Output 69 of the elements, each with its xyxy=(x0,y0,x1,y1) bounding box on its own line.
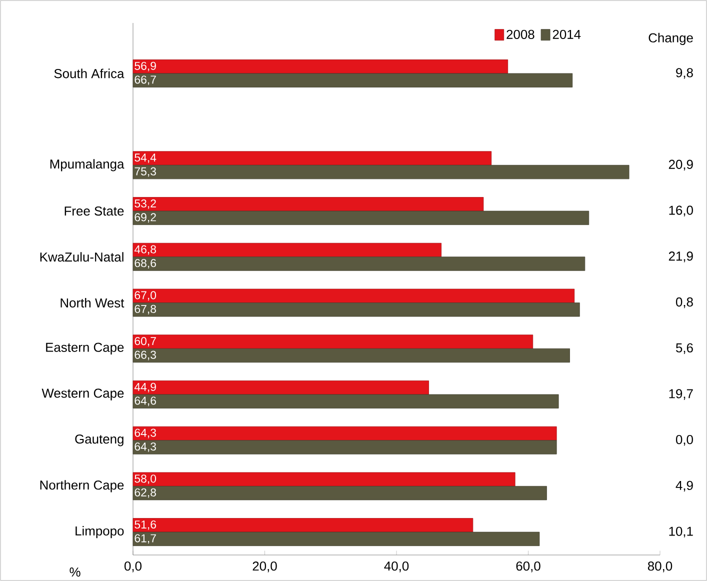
data-label: 61,7 xyxy=(134,534,156,544)
text: 20,9 xyxy=(668,160,693,171)
bar xyxy=(132,532,540,546)
bar xyxy=(132,440,557,454)
y-tick-label: Gauteng xyxy=(75,434,124,446)
annotation: Change xyxy=(648,32,693,45)
y-tick-label: Mpumalanga xyxy=(50,159,124,172)
text: 21,9 xyxy=(668,252,693,262)
x-tick-label: 0,0 xyxy=(124,562,142,572)
bar xyxy=(132,472,516,486)
legend-label: 2014 xyxy=(552,30,581,40)
data-label: 58,0 xyxy=(134,474,156,484)
text: 4,9 xyxy=(676,480,693,492)
data-label: 67,8 xyxy=(134,304,156,314)
x-tick-label: 60,0 xyxy=(516,562,540,572)
y-tick-label: North West xyxy=(60,298,124,308)
bar xyxy=(132,380,429,395)
text: 0,0 xyxy=(676,434,693,446)
x-tick-label: 40,0 xyxy=(384,562,409,572)
data-label: 56,9 xyxy=(134,62,156,72)
data-label: 44,9 xyxy=(134,382,156,392)
text: 0,8 xyxy=(676,297,693,308)
text: 16,0 xyxy=(669,206,693,216)
bar xyxy=(132,518,474,532)
bar xyxy=(132,302,580,317)
data-label: 64,3 xyxy=(134,442,156,452)
bar xyxy=(132,394,559,408)
bar xyxy=(132,164,630,180)
bar xyxy=(132,197,484,212)
data-label: 64,6 xyxy=(134,396,156,406)
bar xyxy=(132,486,547,500)
data-label: 69,2 xyxy=(134,213,156,223)
y-tick-label: Western Cape xyxy=(42,388,124,400)
bar xyxy=(132,210,590,225)
data-label: 66,7 xyxy=(134,76,156,86)
y-tick-label: Eastern Cape xyxy=(46,342,124,354)
y-tick-label: South Africa xyxy=(54,68,124,78)
x-tick-label: 80,0 xyxy=(648,562,672,572)
data-label: 51,6 xyxy=(134,520,156,530)
data-label: 64,3 xyxy=(134,428,156,438)
data-label: 66,3 xyxy=(134,350,156,360)
data-label: 67,0 xyxy=(134,291,156,301)
bar xyxy=(132,426,557,441)
bar xyxy=(132,334,534,349)
bar xyxy=(132,151,492,166)
bar xyxy=(132,288,575,303)
legend-label: 2008 xyxy=(506,30,534,40)
y-tick-label: Northern Cape xyxy=(40,480,124,492)
data-label: 53,2 xyxy=(134,199,156,209)
text: 5,6 xyxy=(676,343,693,354)
data-label: 75,3 xyxy=(134,167,156,177)
text: 19,7 xyxy=(669,389,693,400)
bar xyxy=(132,242,442,258)
y-tick-label: Limpopo xyxy=(76,526,124,538)
text: 10,1 xyxy=(669,526,693,538)
bar xyxy=(132,348,570,363)
data-label: 60,7 xyxy=(134,337,156,346)
data-label: 46,8 xyxy=(134,245,156,255)
x-axis-title: % xyxy=(70,568,80,577)
text: 9,8 xyxy=(676,68,693,79)
data-label: 68,6 xyxy=(134,259,156,269)
bar xyxy=(132,256,586,271)
bar xyxy=(132,73,573,88)
bar xyxy=(132,59,508,74)
y-tick-label: KwaZulu-Natal xyxy=(40,252,124,262)
x-tick-label: 20,0 xyxy=(252,562,277,572)
y-tick-label: Free State xyxy=(64,206,124,216)
data-label: 54,4 xyxy=(134,154,156,163)
data-label: 62,8 xyxy=(134,488,156,498)
